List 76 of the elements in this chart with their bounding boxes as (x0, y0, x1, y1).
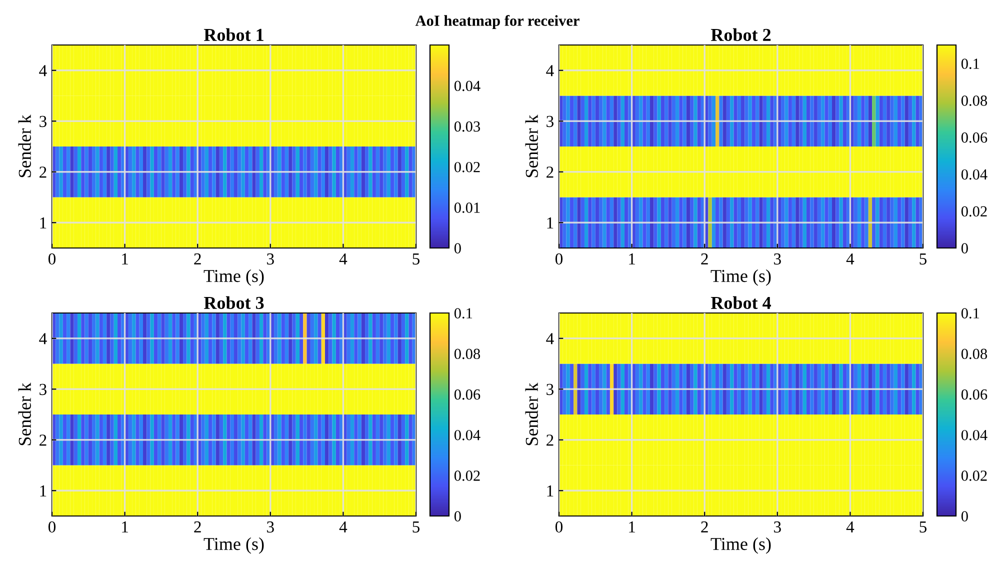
y-tick-label: 4 (546, 65, 554, 76)
color-bar-label: 0 (454, 243, 461, 254)
color-bar-label: 0.02 (961, 206, 987, 217)
y-tick-label: 3 (40, 116, 46, 128)
x-tick-label: 2 (194, 253, 201, 264)
y-tick-label: 3 (546, 384, 554, 396)
x-tick-label: 1 (629, 253, 635, 264)
y-tick-label: 1 (547, 217, 554, 228)
y-tick-label: 3 (40, 384, 46, 396)
x-tick-label: 5 (920, 254, 927, 265)
y-tick-label: 2 (40, 166, 46, 178)
color-bar-label: 0.04 (454, 430, 480, 440)
x-tick-label: 5 (412, 254, 420, 265)
y-tick-label: 3 (546, 116, 554, 128)
x-tick-label: 5 (920, 522, 927, 533)
color-bar-label: 0.04 (961, 430, 988, 440)
y-tick-label: 2 (546, 166, 554, 178)
color-bar-label: 0.04 (454, 80, 480, 92)
chart-title: Robot 3 (204, 296, 264, 310)
chart-title: Robot 1 (204, 28, 264, 42)
y-axis-title: Sender k (525, 114, 538, 178)
y-tick-label: 1 (40, 485, 46, 496)
x-tick-label: 1 (122, 253, 128, 264)
color-bar-label: 0.06 (961, 132, 988, 143)
color-bar-label: 0.08 (961, 96, 988, 106)
x-tick-label: 1 (122, 521, 128, 532)
color-bar-label: 0.04 (961, 169, 988, 180)
x-tick-label: 3 (267, 253, 274, 265)
y-axis-title: Sender k (18, 382, 31, 446)
x-tick-label: 4 (339, 521, 348, 532)
color-bar-label: 0 (961, 243, 968, 254)
x-tick-label: 1 (629, 521, 635, 532)
color-bar-label: 0 (454, 511, 461, 522)
y-axis-title: Sender k (18, 114, 31, 178)
color-bar-label: 0.02 (454, 470, 480, 481)
y-tick-label: 1 (547, 485, 554, 496)
color-bar-label: 0.1 (961, 308, 980, 319)
color-bar-label: 0 (961, 511, 968, 522)
x-tick-label: 4 (846, 521, 854, 532)
x-tick-label: 3 (267, 521, 274, 533)
color-bar-label: 0.06 (454, 389, 480, 400)
color-bar-label: 0.1 (961, 58, 980, 69)
x-tick-label: 4 (339, 253, 348, 264)
y-tick-label: 2 (40, 434, 46, 446)
y-tick-label: 2 (546, 434, 554, 446)
y-axis-title: Sender k (525, 382, 538, 446)
text: AoI heatmap for receiver (415, 14, 580, 30)
x-tick-label: 0 (555, 253, 563, 265)
x-axis-title: Time (s) (710, 269, 771, 286)
chart-title: Robot 2 (710, 28, 771, 42)
x-tick-label: 4 (846, 253, 854, 264)
x-axis-title: Time (s) (204, 537, 264, 554)
color-bar-label: 0.08 (454, 348, 480, 360)
color-bar-label: 0.1 (454, 308, 472, 319)
x-tick-label: 0 (48, 521, 56, 533)
x-tick-label: 3 (774, 521, 781, 533)
color-bar-label: 0.08 (961, 348, 988, 360)
y-tick-label: 4 (39, 333, 47, 344)
y-tick-label: 1 (40, 217, 46, 228)
color-bar-label: 0.06 (961, 389, 988, 400)
x-tick-label: 3 (774, 253, 781, 265)
color-bar-label: 0.01 (454, 202, 480, 213)
color-bar-label: 0.02 (961, 470, 987, 481)
x-tick-label: 2 (701, 253, 708, 264)
x-tick-label: 0 (555, 521, 563, 533)
x-axis-title: Time (s) (204, 269, 264, 286)
x-tick-label: 5 (412, 522, 420, 533)
color-bar-label: 0.02 (454, 162, 480, 172)
x-tick-label: 2 (194, 521, 201, 532)
y-tick-label: 4 (39, 65, 47, 76)
x-tick-label: 0 (48, 253, 56, 265)
x-axis-title: Time (s) (710, 537, 771, 554)
color-bar-label: 0.03 (454, 121, 480, 132)
x-tick-label: 2 (701, 521, 708, 532)
y-tick-label: 4 (546, 333, 554, 344)
chart-title: Robot 4 (710, 296, 772, 310)
